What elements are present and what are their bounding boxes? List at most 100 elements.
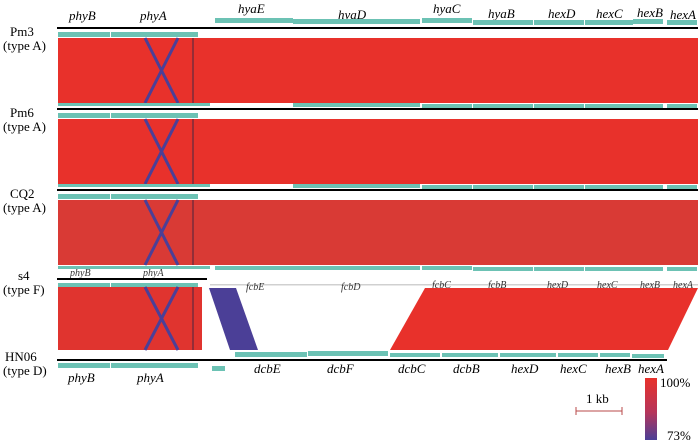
gene-arrow [534,185,584,189]
gene-arrow [633,19,663,24]
gene-labels-hn06: phyB phyA dcbE dcbF dcbC dcbB hexD hexC … [67,361,664,385]
gene-arrow [111,283,198,288]
gene-arrow [58,194,110,199]
gene-arrow [633,185,663,189]
gene-arrow [534,104,584,108]
gene-label: hexD [511,361,539,376]
gene-arrow [111,194,198,199]
strain-label-pm3: Pm3 (type A) [3,24,46,53]
gene-arrow [390,353,440,357]
identity-block [58,287,202,350]
gene-arrow [534,267,584,271]
strain-label-cq2: CQ2 (type A) [3,186,46,215]
gene-arrow [58,184,210,187]
gene-label: hexB [640,280,660,291]
gene-arrow [473,20,533,25]
strain-type: (type F) [3,282,45,297]
gene-arrow [215,266,420,270]
gene-arrow [473,267,533,271]
gene-label: hexC [560,361,587,376]
gene-label: fcbB [488,280,506,291]
strain-type: (type A) [3,200,46,215]
synteny-block-cq2-s4 [58,199,698,266]
gene-arrow [422,266,472,270]
gene-label: dcbF [327,361,355,376]
gene-label: hyaC [433,1,461,16]
gene-arrow [235,352,307,357]
gene-label: phyA [142,268,164,279]
gene-label: dcbE [254,361,281,376]
inversion-link [143,37,180,104]
gene-label: hexB [605,361,631,376]
genome-backbone [57,27,698,29]
gene-label: hexA [670,7,696,22]
genome-backbone-secondary [210,284,698,286]
genome-backbone [57,278,207,280]
strain-name: HN06 [5,349,37,364]
gene-label: hexD [548,6,576,21]
gene-arrow [600,353,630,357]
identity-max-label: 100% [660,375,691,390]
identity-min-label: 73% [667,428,691,443]
strain-label-hn06: HN06 (type D) [3,349,47,378]
strain-label-s4: s4 (type F) [3,268,45,297]
gene-arrow [585,267,633,271]
gene-label: hexD [547,280,569,291]
inversion-link [143,199,180,266]
gene-label: hyaD [338,7,367,22]
gene-arrow [534,20,584,25]
gene-label: hexC [596,6,623,21]
strain-name: CQ2 [10,186,35,201]
gene-arrow [500,353,556,357]
synteny-block-pm6-cq2 [58,118,698,185]
gene-label: hyaB [488,6,515,21]
track-s4: phyB phyA fcbE fcbD fcbC fcbB hexD hexC … [57,266,698,293]
gene-label: hexB [637,5,663,20]
gene-arrow [422,18,472,23]
genome-backbone [57,108,698,110]
gene-arrow [58,363,110,368]
gene-arrow [473,104,533,108]
gene-arrow [442,353,498,357]
gene-arrow [308,351,388,356]
gene-arrow [422,185,472,189]
track-cq2 [57,184,698,199]
gene-label: hexA [638,361,664,376]
inversion-link [143,286,180,351]
gene-arrow [473,185,533,189]
gene-label: phyB [67,370,95,385]
gene-label: phyA [139,8,167,23]
gene-arrow [212,366,225,371]
gene-arrow [111,363,198,368]
scale-bar: 1 kb [575,391,623,415]
identity-color-bar [645,378,657,440]
identity-legend: 100% 73% [645,375,691,443]
gene-arrow [632,354,664,358]
gene-arrow [293,184,420,188]
synteny-block-s4-hn06 [58,286,698,351]
identity-block [390,288,698,350]
strain-name: s4 [18,268,30,283]
track-hn06 [57,351,667,371]
gene-label: fcbD [341,282,361,293]
gene-labels-pm3: phyB phyA hyaE hyaD hyaC hyaB hexD hexC … [68,1,696,23]
gene-label: phyA [136,370,164,385]
gene-arrow [585,104,633,108]
strain-name: Pm3 [10,24,34,39]
gene-arrow [111,32,198,37]
gene-label: phyB [68,8,96,23]
gene-arrow [585,185,633,189]
strain-type: (type D) [3,363,47,378]
gene-arrow [585,20,633,25]
gene-label: dcbC [398,361,426,376]
identity-block [58,119,698,184]
synteny-block-pm3-pm6 [58,37,698,104]
gene-label: fcbC [432,280,451,291]
genome-backbone [57,189,698,191]
gene-label: hexA [673,280,694,291]
gene-label: fcbE [246,282,264,293]
gene-arrow [558,353,598,357]
gene-arrow [58,283,110,288]
gene-label: hexC [597,280,618,291]
